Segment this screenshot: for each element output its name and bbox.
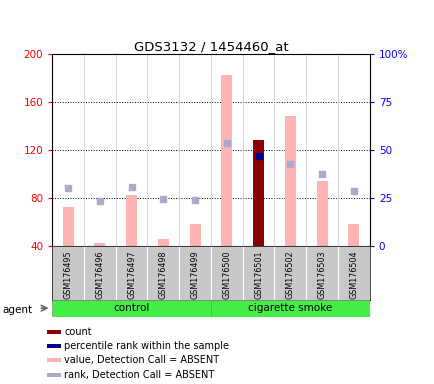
Text: GSM176504: GSM176504 [349, 250, 358, 299]
Text: percentile rank within the sample: percentile rank within the sample [64, 341, 229, 351]
Bar [126, 195, 137, 246]
Bar [158, 238, 168, 246]
Text: GSM176501: GSM176501 [253, 250, 263, 299]
Bar [47, 358, 60, 362]
Text: GSM176500: GSM176500 [222, 250, 231, 299]
Bar [94, 243, 105, 246]
Title: GDS3132 / 1454460_at: GDS3132 / 1454460_at [133, 40, 288, 53]
Text: count: count [64, 327, 92, 337]
Bar [47, 330, 60, 334]
Bar [348, 224, 358, 246]
Text: agent: agent [2, 305, 32, 315]
Text: GSM176497: GSM176497 [127, 250, 136, 299]
Bar [316, 181, 327, 246]
Bar [47, 344, 60, 348]
Bar [62, 207, 73, 246]
Bar [221, 75, 232, 246]
Text: control: control [113, 303, 149, 313]
Bar [189, 224, 200, 246]
Text: rank, Detection Call = ABSENT: rank, Detection Call = ABSENT [64, 370, 214, 380]
Text: value, Detection Call = ABSENT: value, Detection Call = ABSENT [64, 355, 219, 365]
Bar [47, 373, 60, 377]
Bar [52, 300, 210, 317]
Bar [284, 116, 295, 246]
Bar [210, 300, 369, 317]
Text: GSM176502: GSM176502 [285, 250, 294, 299]
Text: GSM176495: GSM176495 [63, 250, 72, 299]
Text: GSM176498: GSM176498 [158, 250, 168, 299]
Text: GSM176499: GSM176499 [190, 250, 199, 299]
Text: GSM176503: GSM176503 [317, 250, 326, 299]
Text: cigarette smoke: cigarette smoke [248, 303, 332, 313]
Text: GSM176496: GSM176496 [95, 250, 104, 299]
Bar [253, 140, 263, 246]
